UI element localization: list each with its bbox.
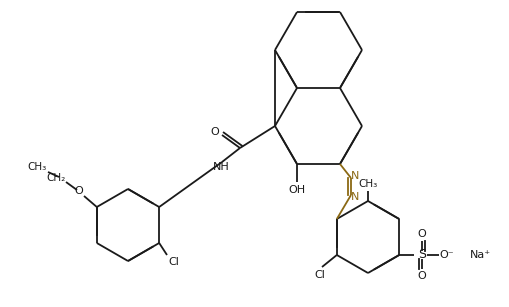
Text: Cl: Cl (168, 257, 180, 267)
Text: OH: OH (289, 185, 305, 195)
Text: O: O (211, 127, 219, 137)
Text: O: O (417, 229, 427, 239)
Text: NH: NH (213, 162, 230, 172)
Text: S: S (418, 248, 426, 262)
Text: N: N (351, 171, 359, 181)
Text: Na⁺: Na⁺ (469, 250, 491, 260)
Text: O⁻: O⁻ (440, 250, 455, 260)
Text: N: N (351, 192, 359, 202)
Text: CH₃: CH₃ (358, 179, 378, 189)
Text: CH₃: CH₃ (27, 162, 47, 172)
Text: O: O (75, 186, 83, 196)
Text: Cl: Cl (315, 270, 325, 280)
Text: CH₂: CH₂ (46, 173, 66, 183)
Text: O: O (417, 271, 427, 281)
